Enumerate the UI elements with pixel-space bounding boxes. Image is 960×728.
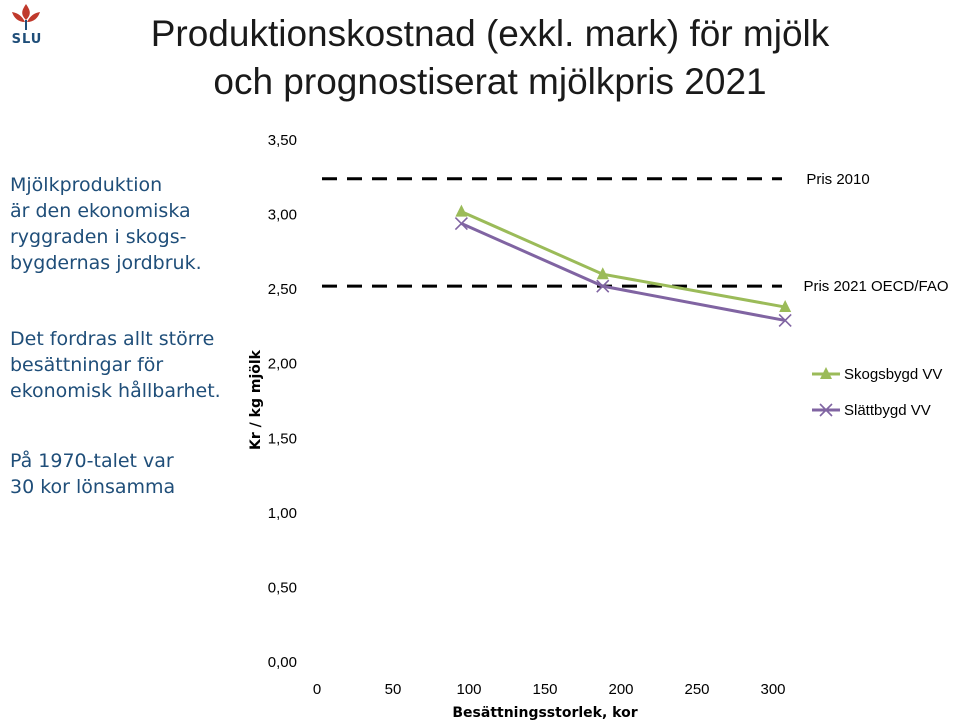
data-point-triangle — [455, 204, 468, 217]
sidebar-line: ryggraden i skogs- — [10, 226, 187, 248]
series-line — [460, 210, 786, 309]
leaf-emblem-icon — [12, 4, 40, 30]
reference-line-label: Pris 2021 OECD/FAO — [803, 278, 948, 295]
sidebar-line: Det fordras allt större — [10, 328, 215, 350]
x-tick-label: 150 — [532, 681, 557, 698]
legend-label: Skogsbygd VV — [844, 366, 942, 383]
title-line-1: Produktionskostnad (exkl. mark) för mjöl… — [150, 13, 830, 54]
sidebar-line: är den ekonomiska — [10, 200, 191, 222]
sidebar-line: 30 kor lönsamma — [10, 476, 176, 498]
y-tick-label: 0,50 — [268, 579, 297, 596]
y-tick-label: 0,00 — [268, 654, 297, 671]
x-tick-label: 100 — [456, 681, 481, 698]
slu-logo: SLU — [2, 2, 50, 48]
data-point-x — [596, 279, 610, 293]
sidebar-line: besättningar för — [10, 354, 164, 376]
sidebar-line: Mjölkproduktion — [10, 174, 163, 196]
sidebar-line: ekonomisk hållbarhet. — [10, 380, 221, 402]
sidebar-paragraph-3: På 1970-talet var 30 kor lönsamma — [10, 448, 250, 500]
reference-line-label: Pris 2010 — [806, 171, 869, 188]
legend-label: Slättbygd VV — [844, 402, 931, 419]
x-axis-label: Besättningsstorlek, kor — [452, 705, 638, 721]
data-point-x — [454, 216, 468, 231]
title-line-2: och prognostiserat mjölkpris 2021 — [213, 61, 767, 102]
page-title: Produktionskostnad (exkl. mark) för mjöl… — [60, 10, 920, 106]
data-point-triangle — [596, 267, 609, 280]
legend-marker-x — [819, 403, 833, 417]
x-tick-label: 200 — [608, 681, 633, 698]
data-point-triangle — [779, 300, 792, 313]
y-tick-label: 2,00 — [268, 356, 297, 373]
sidebar-line: bygdernas jordbruk. — [10, 252, 202, 274]
series-line — [460, 222, 786, 322]
x-tick-label: 250 — [684, 681, 709, 698]
y-tick-label: 3,50 — [268, 132, 297, 149]
y-tick-label: 1,00 — [268, 505, 297, 522]
sidebar-paragraph-2: Det fordras allt större besättningar för… — [10, 326, 250, 404]
logo-text: SLU — [11, 32, 43, 47]
sidebar-paragraph-1: Mjölkproduktion är den ekonomiska ryggra… — [10, 172, 250, 276]
y-tick-label: 2,50 — [268, 281, 297, 298]
x-tick-label: 300 — [760, 681, 785, 698]
x-tick-label: 0 — [313, 681, 321, 698]
y-tick-label: 1,50 — [268, 430, 297, 447]
x-tick-label: 50 — [385, 681, 402, 698]
y-tick-label: 3,00 — [268, 207, 297, 224]
sidebar-line: På 1970-talet var — [10, 450, 174, 472]
data-point-x — [778, 313, 792, 328]
legend-marker-triangle — [820, 367, 832, 379]
